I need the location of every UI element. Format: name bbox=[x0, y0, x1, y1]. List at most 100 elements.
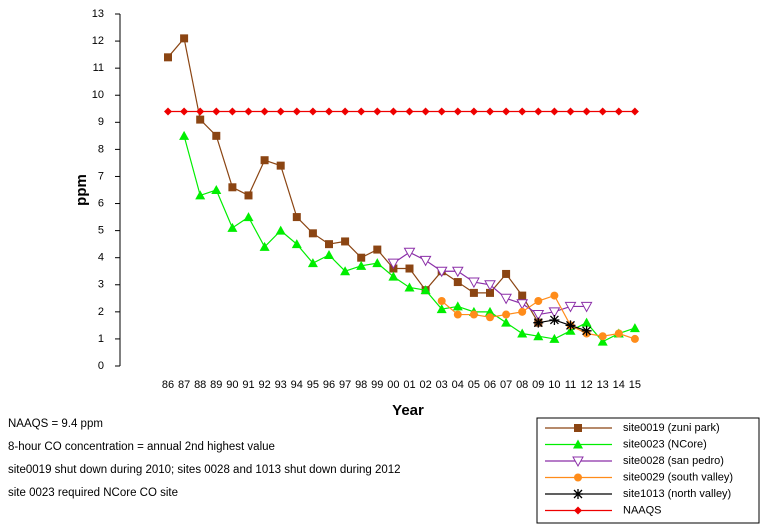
x-tick-label: 99 bbox=[371, 379, 383, 391]
data-point bbox=[614, 107, 623, 116]
data-point bbox=[469, 288, 478, 297]
series-line bbox=[167, 37, 539, 323]
legend-label: site0029 (south valley) bbox=[623, 471, 733, 483]
data-point bbox=[228, 107, 237, 116]
legend-marker bbox=[574, 506, 582, 515]
data-point bbox=[179, 130, 190, 140]
data-point bbox=[533, 331, 544, 341]
data-point bbox=[566, 107, 575, 116]
data-point bbox=[372, 258, 383, 268]
data-point bbox=[630, 334, 639, 343]
y-tick-label: 11 bbox=[93, 62, 104, 74]
legend-label: site0019 (zuni park) bbox=[623, 422, 720, 434]
data-point bbox=[582, 107, 591, 116]
data-point bbox=[164, 107, 172, 116]
x-tick-label: 09 bbox=[532, 379, 544, 391]
data-point bbox=[227, 222, 238, 232]
data-point bbox=[243, 212, 254, 222]
x-tick-label: 87 bbox=[178, 379, 190, 391]
note: NAAQS = 9.4 ppm bbox=[8, 418, 103, 430]
data-point bbox=[614, 329, 623, 338]
data-point bbox=[581, 317, 592, 327]
x-tick-label: 06 bbox=[484, 379, 496, 391]
data-point bbox=[549, 314, 560, 325]
series-line bbox=[538, 319, 587, 332]
x-tick-label: 92 bbox=[258, 379, 270, 391]
data-point bbox=[307, 258, 318, 268]
data-point bbox=[550, 291, 559, 300]
data-point bbox=[534, 107, 543, 116]
data-point bbox=[580, 301, 593, 313]
series-line bbox=[183, 135, 636, 343]
data-point bbox=[373, 245, 382, 254]
y-tick-label: 9 bbox=[98, 116, 104, 128]
data-point bbox=[452, 301, 463, 311]
data-point bbox=[180, 107, 189, 116]
data-point bbox=[516, 299, 529, 310]
data-point bbox=[630, 107, 639, 116]
data-point bbox=[517, 328, 528, 338]
data-point bbox=[484, 280, 496, 291]
data-point bbox=[196, 107, 205, 116]
x-tick-label: 08 bbox=[516, 379, 528, 391]
x-tick-label: 89 bbox=[210, 379, 222, 391]
data-point bbox=[389, 107, 398, 116]
data-point bbox=[532, 310, 545, 321]
data-point bbox=[533, 317, 544, 328]
legend-box bbox=[536, 417, 760, 524]
x-tick-label: 14 bbox=[613, 379, 625, 391]
data-point bbox=[486, 288, 494, 297]
data-point bbox=[549, 333, 560, 343]
data-point bbox=[357, 107, 366, 116]
legend-marker bbox=[574, 473, 582, 482]
data-point bbox=[276, 161, 285, 170]
data-point bbox=[501, 317, 512, 327]
data-point bbox=[325, 240, 333, 249]
x-tick-label: 13 bbox=[597, 379, 609, 391]
data-point bbox=[357, 253, 366, 262]
legend-marker bbox=[573, 489, 583, 499]
data-point bbox=[548, 307, 561, 318]
data-point bbox=[453, 310, 462, 319]
x-tick-label: 15 bbox=[629, 379, 641, 391]
data-point bbox=[373, 107, 382, 116]
data-point bbox=[486, 313, 494, 322]
legend-marker bbox=[572, 456, 584, 468]
x-tick-label: 98 bbox=[355, 379, 367, 391]
data-point bbox=[502, 269, 511, 278]
data-point bbox=[212, 107, 221, 116]
data-point bbox=[244, 107, 253, 116]
data-point bbox=[403, 247, 416, 259]
x-tick-label: 93 bbox=[275, 379, 287, 391]
y-tick-label: 8 bbox=[98, 143, 104, 155]
y-tick-label: 4 bbox=[98, 252, 104, 264]
data-point bbox=[518, 107, 527, 116]
data-point bbox=[485, 306, 495, 316]
data-point bbox=[260, 156, 269, 165]
data-point bbox=[196, 115, 205, 124]
data-point bbox=[437, 297, 446, 306]
legend-label: NAAQS bbox=[623, 504, 662, 516]
y-tick-label: 2 bbox=[98, 306, 104, 318]
legend-label: site0023 (NCore) bbox=[623, 438, 707, 450]
data-point bbox=[308, 107, 317, 116]
data-point bbox=[598, 107, 607, 116]
data-point bbox=[341, 107, 350, 116]
y-tick-label: 12 bbox=[92, 35, 104, 47]
y-tick-label: 0 bbox=[98, 360, 104, 372]
data-point bbox=[341, 237, 350, 246]
x-tick-label: 90 bbox=[226, 379, 238, 391]
y-tick-label: 6 bbox=[98, 197, 104, 209]
data-point bbox=[405, 264, 414, 273]
y-tick-label: 3 bbox=[98, 279, 104, 291]
data-point bbox=[291, 239, 302, 249]
x-tick-label: 91 bbox=[242, 379, 254, 391]
x-tick-label: 94 bbox=[291, 379, 303, 391]
x-tick-label: 95 bbox=[307, 379, 319, 391]
data-point bbox=[180, 34, 189, 43]
data-point bbox=[486, 107, 494, 116]
data-point bbox=[292, 213, 301, 222]
data-point bbox=[500, 293, 512, 305]
data-point bbox=[421, 107, 430, 116]
